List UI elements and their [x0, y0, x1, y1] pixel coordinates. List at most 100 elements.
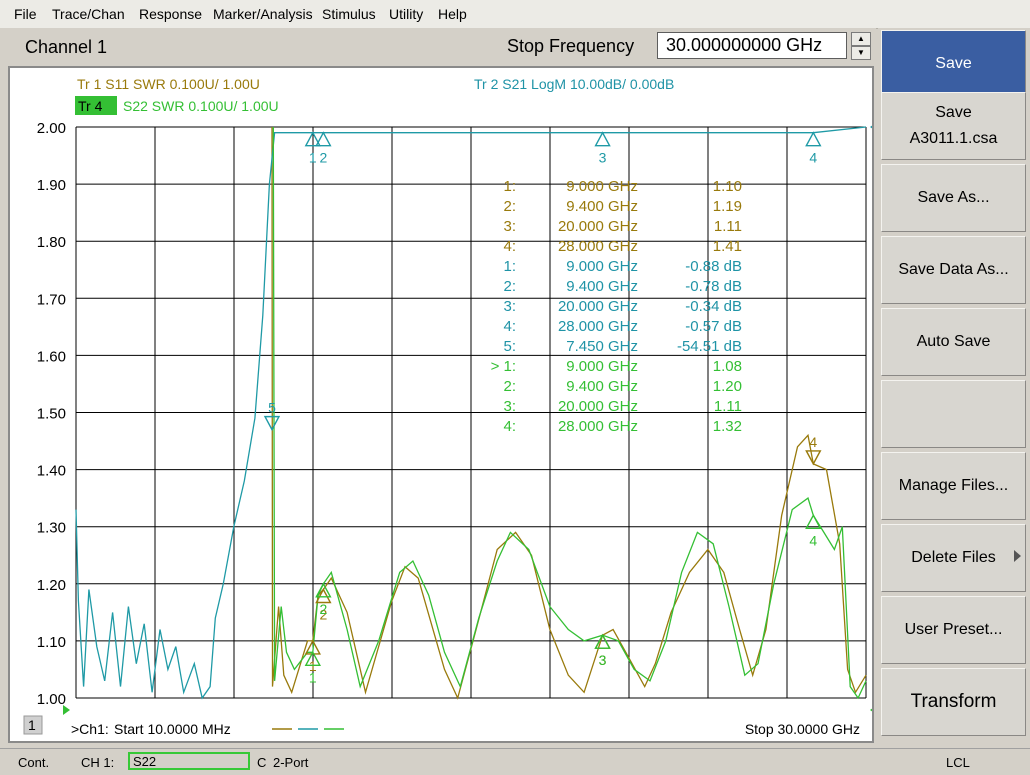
menu-response[interactable]: Response: [139, 6, 203, 22]
marker-index: 2:: [503, 378, 516, 395]
entry-toolbar: Channel 1 Stop Frequency 30.000000000 GH…: [0, 28, 876, 66]
marker-index: > 1:: [491, 358, 516, 375]
manage-files-button-label: Manage Files...: [898, 477, 1009, 494]
marker-label: 3: [599, 652, 607, 668]
marker-index: 3:: [503, 218, 516, 235]
marker-value: 1.41: [713, 238, 742, 255]
marker-value: 1.08: [713, 358, 742, 375]
parameter-label: Stop Frequency: [507, 36, 635, 56]
marker-value: -0.88 dB: [685, 258, 742, 275]
marker-index: 3:: [503, 298, 516, 315]
trace-line: [271, 126, 867, 700]
port-mode: 2-Port: [273, 755, 309, 770]
marker-index: 4:: [503, 318, 516, 335]
trace4-tag[interactable]: Tr 4: [78, 98, 103, 114]
plot-grid: [75, 126, 867, 699]
empty-softkey[interactable]: [881, 380, 1026, 448]
marker-triangle-icon: [304, 639, 321, 655]
trace4-active-tag-bg: [75, 96, 117, 115]
menu-utility[interactable]: Utility: [389, 6, 424, 22]
transform-button-label: Transform: [910, 691, 997, 712]
calibration-indicator: C: [257, 755, 267, 770]
trace-line: [75, 126, 867, 700]
menu-help[interactable]: Help: [438, 6, 467, 22]
save-file-button[interactable]: Save A3011.1.csa: [881, 92, 1026, 160]
active-parameter-box[interactable]: S22: [128, 752, 250, 770]
marker-label: 4: [809, 434, 817, 450]
stop-frequency-input[interactable]: 30.000000000 GHz: [657, 32, 847, 59]
marker-triangle-icon: [805, 513, 822, 529]
marker-value: 1.10: [713, 178, 742, 195]
marker-readout-table: 1: 9.000 GHz 1.10 2: 9.400 GHz 1.19 3: 20.000 G…: [491, 178, 742, 435]
save-button-label: Save: [935, 55, 972, 72]
trace2-info: Tr 2 S21 LogM 10.00dB/ 0.00dB: [474, 76, 674, 92]
y-tick-label: 1.50: [37, 406, 66, 423]
marker-label: 1: [309, 669, 317, 685]
marker-triangle-icon: [304, 131, 321, 147]
menu-trace-chan[interactable]: Trace/Chan: [52, 6, 125, 22]
user-preset-button[interactable]: User Preset...: [881, 596, 1026, 664]
menu-stimulus[interactable]: Stimulus: [322, 6, 376, 22]
marker-value: -54.51 dB: [677, 338, 742, 355]
delete-files-button[interactable]: Delete Files: [881, 524, 1026, 592]
menu-marker-analysis[interactable]: Marker/Analysis: [213, 6, 313, 22]
transform-button[interactable]: Transform: [881, 668, 1026, 736]
marker-index: 4:: [503, 238, 516, 255]
save-as-button-label: Save As...: [917, 189, 990, 206]
channel-number: 1: [28, 717, 36, 733]
menu-bar: File Trace/Chan Response Marker/Analysis…: [0, 0, 1030, 29]
stop-frequency-label: Stop 30.0000 GHz: [745, 721, 860, 737]
marker-index: 4:: [503, 418, 516, 435]
marker-index: 5:: [503, 338, 516, 355]
marker-index: 2:: [503, 278, 516, 295]
marker-triangle-icon: [315, 582, 332, 598]
marker-index: 3:: [503, 398, 516, 415]
marker-frequency: 7.450 GHz: [566, 338, 638, 355]
marker-index: 2:: [503, 198, 516, 215]
marker-frequency: 9.400 GHz: [566, 198, 638, 215]
user-preset-button-label: User Preset...: [904, 621, 1003, 638]
spin-down-icon[interactable]: ▼: [851, 46, 871, 60]
auto-save-button[interactable]: Auto Save: [881, 308, 1026, 376]
reference-level-icon: [63, 705, 70, 715]
marker-triangle-icon: [304, 650, 321, 667]
marker-frequency: 28.000 GHz: [558, 418, 638, 435]
channel-title: Channel 1: [25, 37, 108, 57]
y-tick-label: 1.90: [37, 177, 66, 194]
manage-files-button[interactable]: Manage Files...: [881, 452, 1026, 520]
marker-value: -0.34 dB: [685, 298, 742, 315]
save-data-as-button[interactable]: Save Data As...: [881, 236, 1026, 304]
marker-value: 1.11: [714, 218, 742, 235]
marker-label: 4: [809, 532, 817, 548]
channel-number-box: [23, 715, 43, 735]
marker-value: 1.19: [713, 198, 742, 215]
reference-level-icon: [870, 708, 872, 712]
marker-triangle-icon: [805, 450, 822, 466]
marker-frequency: 9.000 GHz: [566, 178, 638, 195]
marker-triangle-icon: [594, 633, 611, 649]
marker-label: 1: [309, 150, 317, 166]
marker-frequency: 28.000 GHz: [558, 238, 638, 255]
start-frequency-label: Start 10.0000 MHz: [114, 721, 231, 737]
marker-label: 3: [599, 652, 607, 668]
trace-header: Tr 1 S11 SWR 0.100U/ 1.00U Tr 2 S21 LogM…: [75, 76, 674, 115]
save-button[interactable]: Save: [881, 30, 1026, 98]
frequency-spinner[interactable]: ▲ ▼: [851, 32, 871, 60]
y-tick-label: 1.00: [37, 691, 66, 708]
marker-label: 5: [268, 400, 276, 416]
spin-up-icon[interactable]: ▲: [851, 32, 871, 46]
s-parameter-chart[interactable]: 2.00 1.90 1.80 1.70 1.60 1.50 1.40 1.30 1.20 1.10…: [10, 68, 872, 741]
marker-value: 1.20: [713, 378, 742, 395]
marker-frequency: 20.000 GHz: [558, 398, 638, 415]
save-as-button[interactable]: Save As...: [881, 164, 1026, 232]
menu-file[interactable]: File: [14, 6, 37, 22]
save-data-as-button-label: Save Data As...: [898, 261, 1009, 278]
y-tick-label: 2.00: [37, 120, 66, 137]
reference-level-icon: [870, 125, 872, 129]
y-tick-label: 1.40: [37, 463, 66, 480]
channel-prefix: >Ch1:: [71, 721, 109, 737]
submenu-arrow-icon: [1014, 550, 1021, 562]
marker-value: 1.11: [714, 398, 742, 415]
y-tick-label: 1.80: [37, 234, 66, 251]
